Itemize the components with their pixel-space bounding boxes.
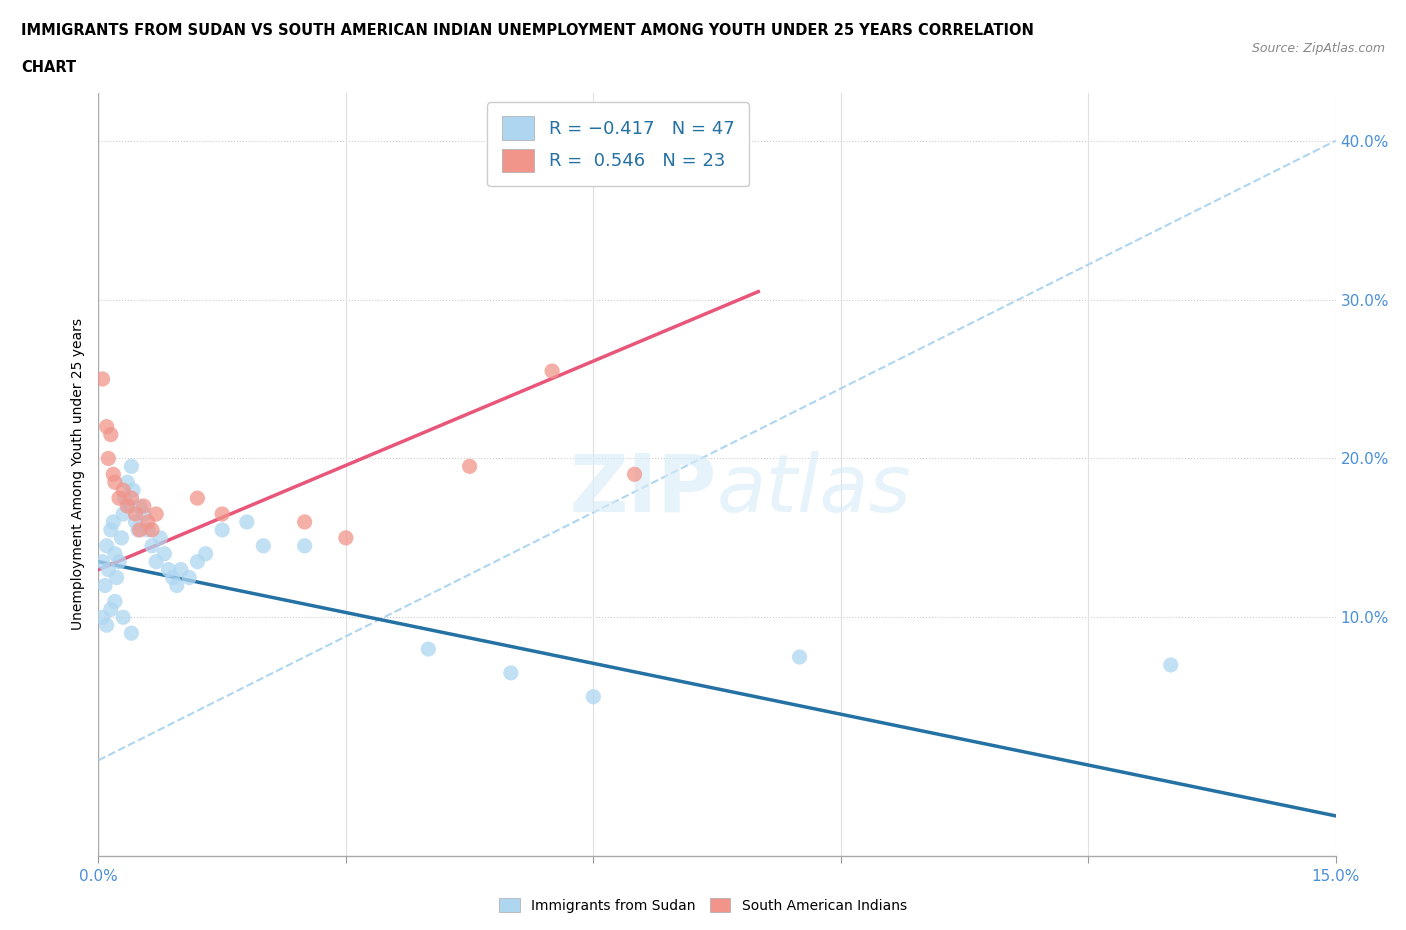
Text: atlas: atlas [717, 450, 912, 528]
Point [294, 538, 316, 553]
Point [103, 514, 125, 529]
Point [122, 483, 145, 498]
Y-axis label: Unemployment Among Youth under 25 years: Unemployment Among Youth under 25 years [70, 318, 84, 631]
Legend: Immigrants from Sudan, South American Indians: Immigrants from Sudan, South American In… [494, 893, 912, 919]
Point [104, 594, 127, 609]
Point [96, 618, 118, 632]
Point [458, 458, 481, 473]
Point [120, 626, 142, 641]
Point [97, 451, 120, 466]
Point [141, 523, 163, 538]
Point [141, 538, 163, 553]
Point [194, 546, 217, 561]
Point [97, 562, 120, 577]
Point [128, 498, 150, 513]
Point [91, 554, 114, 569]
Text: ZIP: ZIP [569, 450, 717, 528]
Point [91, 610, 114, 625]
Text: IMMIGRANTS FROM SUDAN VS SOUTH AMERICAN INDIAN UNEMPLOYMENT AMONG YOUTH UNDER 25: IMMIGRANTS FROM SUDAN VS SOUTH AMERICAN … [21, 23, 1033, 38]
Point [105, 570, 128, 585]
Point [1160, 658, 1182, 672]
Point [582, 689, 605, 704]
Point [112, 507, 135, 522]
Point [117, 498, 139, 513]
Point [96, 419, 118, 434]
Point [94, 578, 117, 593]
Point [100, 602, 122, 617]
Point [179, 570, 201, 585]
Point [153, 546, 176, 561]
Point [166, 578, 188, 593]
Point [136, 523, 159, 538]
Point [91, 372, 114, 387]
Point [96, 538, 118, 553]
Point [149, 530, 172, 545]
Point [236, 514, 259, 529]
Point [186, 491, 208, 506]
Point [170, 562, 193, 577]
Text: Source: ZipAtlas.com: Source: ZipAtlas.com [1251, 42, 1385, 55]
Point [186, 554, 208, 569]
Point [118, 498, 141, 513]
Point [132, 507, 155, 522]
Point [335, 530, 357, 545]
Point [789, 649, 811, 664]
Point [136, 514, 159, 529]
Point [104, 546, 127, 561]
Point [294, 514, 316, 529]
Point [418, 642, 440, 657]
Point [120, 458, 142, 473]
Point [112, 483, 135, 498]
Point [100, 523, 122, 538]
Point [128, 523, 150, 538]
Point [103, 467, 125, 482]
Point [145, 507, 167, 522]
Text: CHART: CHART [21, 60, 76, 75]
Point [541, 364, 564, 379]
Point [120, 491, 142, 506]
Point [162, 570, 184, 585]
Point [100, 427, 122, 442]
Point [114, 491, 136, 506]
Point [145, 554, 167, 569]
Point [211, 523, 233, 538]
Point [124, 507, 146, 522]
Point [110, 530, 132, 545]
Point [117, 475, 139, 490]
Point [104, 475, 127, 490]
Point [108, 554, 131, 569]
Point [108, 491, 131, 506]
Point [127, 523, 149, 538]
Point [499, 666, 522, 681]
Point [623, 467, 645, 482]
Legend: R = −0.417   N = 47, R =  0.546   N = 23: R = −0.417 N = 47, R = 0.546 N = 23 [488, 102, 749, 186]
Point [112, 610, 135, 625]
Point [157, 562, 180, 577]
Point [252, 538, 274, 553]
Point [132, 498, 155, 513]
Point [124, 514, 146, 529]
Point [211, 507, 233, 522]
